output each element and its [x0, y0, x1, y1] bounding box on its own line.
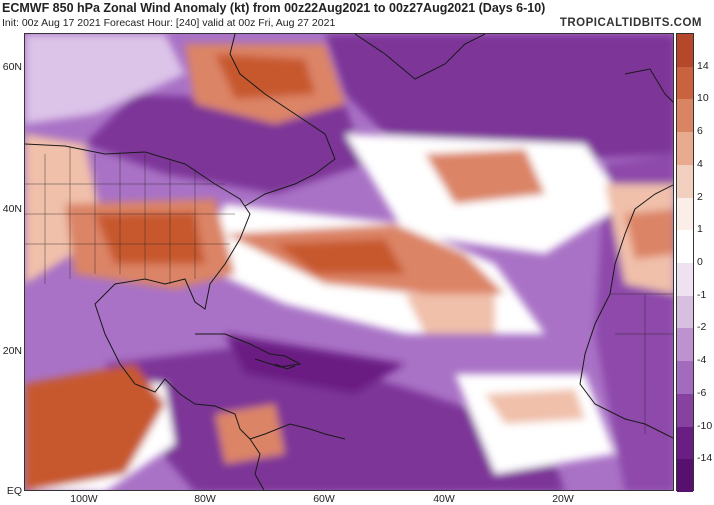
- colorbar-segment: [677, 230, 693, 264]
- colorbar-segment: [677, 99, 693, 133]
- colorbar-tick-label: -2: [697, 321, 707, 334]
- coastlines: [25, 34, 673, 490]
- colorbar-tick-label: -6: [697, 386, 707, 399]
- colorbar-tick-label: -1: [697, 288, 707, 301]
- colorbar: [676, 33, 694, 493]
- colorbar-tick-label: 2: [697, 190, 703, 203]
- lat-label-20n: 20N: [2, 345, 22, 357]
- colorbar-segment: [677, 295, 693, 329]
- colorbar-tick-label: 6: [697, 125, 703, 138]
- lon-label-20w: 20W: [552, 493, 574, 505]
- lat-label-60n: 60N: [2, 61, 22, 73]
- colorbar-segment: [677, 66, 693, 100]
- colorbar-segment: [677, 393, 693, 428]
- colorbar-tick-label: -4: [697, 354, 707, 367]
- colorbar-segment: [677, 197, 693, 231]
- colorbar-tick-label: 1: [697, 223, 703, 236]
- colorbar-tick-label: 10: [697, 92, 709, 105]
- colorbar-segment: [677, 426, 693, 460]
- anomaly-map: [24, 33, 674, 491]
- brand-watermark: TROPICALTIDBITS.COM: [559, 17, 702, 29]
- colorbar-tick-label: -10: [697, 419, 713, 432]
- colorbar-tick-label: 14: [697, 59, 709, 72]
- anomaly-field: [25, 34, 673, 490]
- colorbar-tick-label: -14: [697, 452, 713, 465]
- chart-subtitle: Init: 00z Aug 17 2021 Forecast Hour: [24…: [2, 17, 336, 29]
- colorbar-segment: [677, 328, 693, 362]
- lon-label-80w: 80W: [194, 493, 216, 505]
- lat-label-40n: 40N: [2, 203, 22, 215]
- colorbar-segment: [677, 361, 693, 395]
- colorbar-segment: [677, 263, 693, 297]
- lat-label-eq: EQ: [6, 485, 22, 497]
- colorbar-segment: [677, 132, 693, 166]
- colorbar-segment: [677, 34, 693, 68]
- lon-label-60w: 60W: [313, 493, 335, 505]
- chart-title: ECMWF 850 hPa Zonal Wind Anomaly (kt) fr…: [2, 1, 546, 15]
- lon-label-40w: 40W: [433, 493, 455, 505]
- lon-label-100w: 100W: [70, 493, 98, 505]
- colorbar-segment: [677, 164, 693, 199]
- colorbar-tick-label: 0: [697, 256, 703, 268]
- political-borders: [25, 146, 673, 434]
- colorbar-segment: [677, 459, 693, 493]
- colorbar-tick-label: 4: [697, 157, 703, 170]
